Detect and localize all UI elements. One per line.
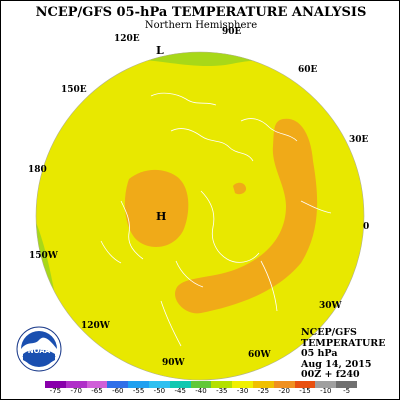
- info-variable: TEMPERATURE: [301, 337, 386, 349]
- hemisphere-outline: [35, 51, 365, 381]
- info-panel: NCEP/GFS TEMPERATURE 05 hPa Aug 14, 2015…: [301, 327, 386, 381]
- coastlines: [100, 92, 332, 347]
- info-level: 05 hPa: [301, 348, 338, 359]
- colorbar-label: -60: [112, 387, 124, 395]
- colorbar-label: -75: [49, 387, 62, 395]
- colorbar-swatch: [294, 381, 316, 388]
- colorbar-label: -30: [236, 387, 249, 395]
- colorbar-label: -15: [299, 387, 311, 395]
- noaa-logo: NOAA: [16, 326, 62, 372]
- map-subtitle: Northern Hemisphere: [144, 20, 258, 31]
- lon-label-180: 180: [28, 165, 47, 175]
- lon-label-150w: 150W: [29, 251, 58, 261]
- colorbar-label: -45: [174, 387, 186, 395]
- colorbar-label: -50: [153, 387, 166, 395]
- map-title: NCEP/GFS 05-hPa TEMPERATURE ANALYSIS: [35, 5, 367, 20]
- lon-label-120e: 120E: [114, 34, 140, 44]
- colorbar-swatch: [107, 381, 129, 388]
- colorbar-swatch: [336, 381, 357, 388]
- colorbar-swatch: [273, 381, 295, 388]
- info-date: Aug 14, 2015: [301, 358, 372, 370]
- warm-region-arc: [175, 118, 318, 314]
- high-pressure-center: H: [156, 210, 167, 223]
- colorbar-swatch: [148, 381, 170, 388]
- low-pressure-center: L: [156, 44, 164, 57]
- colorbar-swatch: [128, 381, 149, 388]
- colorbar-label: -70: [70, 387, 82, 395]
- colorbar-label: -35: [216, 387, 228, 395]
- colorbar-swatch: [45, 381, 66, 388]
- noaa-logo-text: NOAA: [28, 347, 51, 355]
- colorbar-label: -20: [278, 387, 290, 395]
- colorbar-swatch: [232, 381, 253, 388]
- warm-region-pacific: [124, 169, 189, 247]
- lon-label-0: 0: [363, 222, 370, 232]
- colorbar-swatch: [252, 381, 274, 388]
- colorbar-label: -25: [257, 387, 270, 395]
- colorbar-label: -65: [91, 387, 103, 395]
- lon-label-150e: 150E: [61, 85, 87, 95]
- colorbar-swatch: [190, 381, 212, 388]
- colorbar-label: -5: [343, 387, 351, 395]
- colorbar-swatch: [169, 381, 191, 388]
- lon-label-30w: 30W: [319, 301, 342, 311]
- lon-label-30e: 30E: [349, 135, 369, 145]
- lon-label-120w: 120W: [81, 321, 110, 331]
- colorbar-label: -55: [132, 387, 145, 395]
- lon-label-60w: 60W: [248, 350, 271, 360]
- colorbar-swatch: [211, 381, 233, 388]
- temperature-colorbar: [45, 381, 357, 388]
- lon-label-90w: 90W: [162, 358, 185, 368]
- colorbar-label: -10: [320, 387, 332, 395]
- info-forecast: 00Z + f240: [301, 369, 360, 380]
- lon-label-60e: 60E: [298, 65, 318, 75]
- colorbar-swatch: [65, 381, 87, 388]
- colorbar-swatch: [315, 381, 337, 388]
- colorbar-swatch: [86, 381, 108, 388]
- colorbar-label: -40: [195, 387, 207, 395]
- info-model: NCEP/GFS: [301, 327, 357, 338]
- lon-label-90e: 90E: [222, 27, 242, 37]
- warm-spot: [233, 182, 247, 195]
